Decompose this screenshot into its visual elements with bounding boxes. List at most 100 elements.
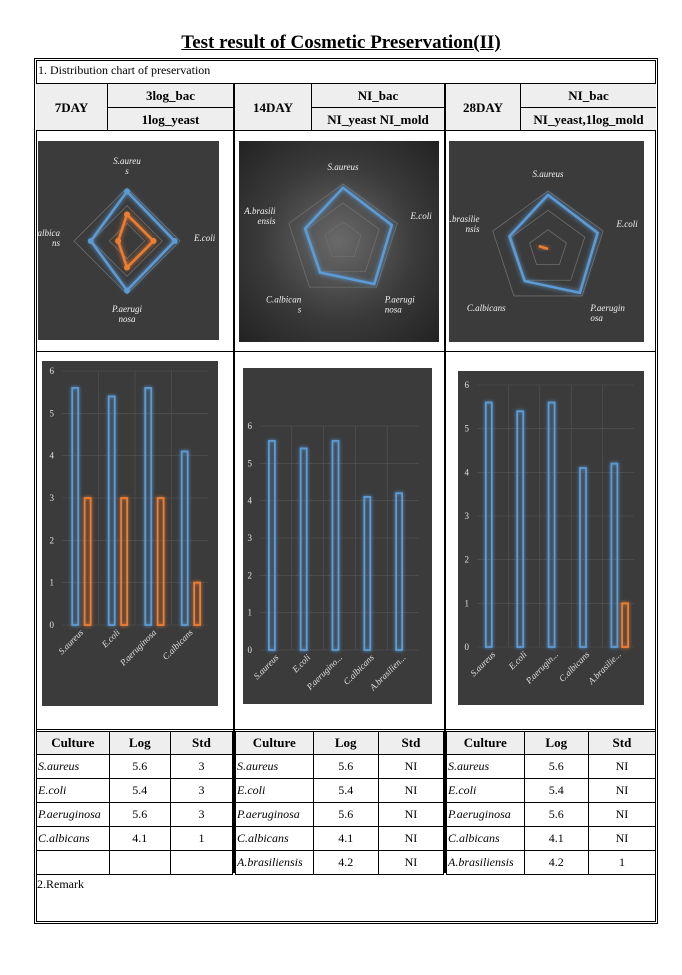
table-row [36,850,234,875]
table-top-divider [36,729,656,730]
bar [610,462,619,648]
culture-cell: S.aureus [36,754,110,779]
std-cell: 3 [169,778,234,803]
culture-cell: E.coli [36,778,110,803]
log-cell: 5.6 [108,754,171,779]
column-divider-2 [444,83,446,873]
log-cell: 4.2 [312,850,379,875]
bar [193,581,202,626]
radar-axis-label-line: s [125,166,129,176]
x-tick-label: S.aureus [56,627,85,656]
y-tick-label: 1 [248,608,253,618]
radar-axis-label-line: A.brasili [243,206,276,216]
culture-cell: C.albicans [446,826,525,851]
radar-grid-ring [510,209,586,281]
y-tick-label: 6 [248,421,253,431]
radar-grid-ring [324,221,362,257]
radar-grid-ring [306,202,380,273]
header-row1: 3log_bac [108,84,233,108]
radar-axis-label: S.aureus [328,162,359,172]
x-tick-label: P.aeruginosa [117,627,158,668]
culture-cell: P.aeruginosa [235,802,314,827]
log-cell: 5.6 [108,802,171,827]
radar-axis-label-line: s [298,304,302,314]
y-tick-label: 2 [50,535,55,545]
culture-cell [36,850,110,875]
bar [144,387,153,626]
bar [107,395,116,626]
table-row: E.coli 5.4 NI [446,778,657,803]
table-row: E.coli 5.4 3 [36,778,234,803]
radar-grid-ring [492,190,604,297]
radar-axis-label-line: ensis [257,216,275,226]
log-cell: 5.6 [312,754,379,779]
column-header: Culture [36,731,110,755]
log-cell [108,850,171,875]
result-table-7day: Culture Log Std S.aureus 5.6 3 E.coli 5.4 3 P.aer… [36,731,234,875]
x-tick-label: E.coli [99,627,122,650]
bar [621,602,629,648]
radar-series-line [507,193,600,295]
y-tick-label: 5 [248,458,253,468]
column-header: Log [312,731,379,755]
radar-svg: S.aureus E.coli P.aeruginosa C.albicans A.br… [443,169,638,323]
std-cell: NI [587,754,657,779]
column-header: Culture [235,731,314,755]
culture-cell: P.aeruginosa [446,802,525,827]
log-cell: 4.2 [523,850,589,875]
radar-axis-label: C.albicans [38,228,60,248]
radar-axis-label: S.aureus [533,169,564,179]
table-row: S.aureus 5.6 NI [235,754,445,779]
bar [547,401,556,648]
table-row: C.albicans 4.1 NI [235,826,445,851]
culture-cell: A.brasiliensis [446,850,525,875]
radar-axis-label-line: C.albican [266,294,302,304]
radar-axis-label: E.coli [193,233,216,243]
header-28day: 28DAY NI_bac NI_yeast,1log_mold [446,83,656,131]
y-tick-label: 1 [50,578,55,588]
radar-grid-ring [73,187,181,295]
column-header: Std [587,731,657,755]
y-tick-label: 3 [248,533,253,543]
column-header: Log [108,731,171,755]
radar-axis-label-line: P.aerugi [111,304,143,314]
page-title: Test result of Cosmetic Preservation(II) [181,32,501,53]
culture-cell: S.aureus [446,754,525,779]
radar-axis-label-line: E.coli [193,233,216,243]
culture-cell: A.brasiliensis [235,850,314,875]
y-tick-label: 3 [50,493,55,503]
x-tick-label: S.aureus [468,649,497,678]
section-divider [36,351,656,352]
radar-axis-label-line: osa [590,313,603,323]
bar [156,497,165,626]
std-cell: 1 [587,850,657,875]
std-cell: NI [587,826,657,851]
culture-cell: E.coli [446,778,525,803]
std-cell: 3 [169,754,234,779]
day-label: 7DAY [36,84,108,131]
table-row: S.aureus 5.6 3 [36,754,234,779]
radar-point [124,264,130,271]
radar-axis-label-line: ns [52,238,61,248]
radar-axis-label-line: E.coli [615,219,638,229]
radar-point [115,238,122,244]
column-header: Std [169,731,234,755]
log-cell: 5.4 [312,778,379,803]
x-tick-label: E.coli [289,652,312,675]
radar-axis-label-line: S.aureus [328,162,359,172]
bar [83,497,92,626]
y-tick-label: 6 [465,380,470,390]
radar-series-line [303,186,394,286]
radar-axis-label: A.brasiliensis [449,214,480,234]
radar-grid-ring [529,229,567,266]
culture-cell: C.albicans [36,826,110,851]
day-label: 14DAY [235,84,312,131]
y-tick-label: 0 [248,645,253,655]
section-2-heading: 2.Remark [37,877,84,891]
radar-chart-14day: S.aureus E.coli P.aerugi nosa C.albican s A.br… [239,141,439,342]
